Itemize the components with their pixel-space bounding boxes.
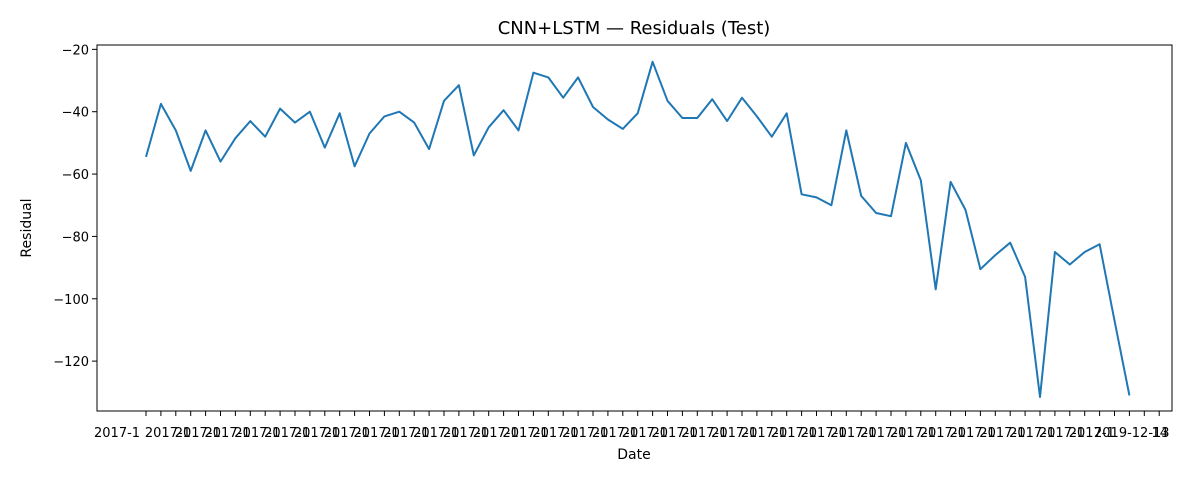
x-tick-label: 2017-1: [473, 426, 519, 441]
x-tick-label: 2017-1: [324, 426, 370, 441]
y-tick-label: −100: [53, 293, 89, 308]
x-tick-label: 2017-1: [264, 426, 310, 441]
x-tick-label: 2017-1: [175, 426, 221, 441]
x-tick-label: 2017-1: [294, 426, 340, 441]
chart-title: CNN+LSTM — Residuals (Test): [498, 18, 771, 39]
x-tick-label: 2017-1: [1069, 426, 1115, 441]
y-tick-label: −20: [62, 43, 89, 58]
x-tick-label: 2017-1: [979, 426, 1025, 441]
y-axis-label: Residual: [19, 198, 35, 257]
y-tick-label: −60: [62, 168, 89, 183]
y-axis: −20 −40 −60 −80 −100 −120: [53, 43, 97, 370]
x-tick-label: 2017-1: [681, 426, 727, 441]
x-tick-label: 14: [1151, 426, 1168, 441]
x-tick-label: 2017-1: [1039, 426, 1085, 441]
plot-area: [96, 44, 1173, 412]
x-tick-label: 2017-1: [950, 426, 996, 441]
residual-series-line: [145, 60, 1131, 398]
x-tick-label: 2017-1: [771, 426, 817, 441]
x-tick-label: 2017-1: [503, 426, 549, 441]
x-tick-label: 2017-1: [413, 426, 459, 441]
x-tick-label: 2017-1: [1009, 426, 1055, 441]
x-tick-label: 2017-1: [443, 426, 489, 441]
x-axis-label: Date: [617, 447, 650, 463]
x-tick-label: 2017-1: [622, 426, 668, 441]
x-tick-label: 2017-1: [205, 426, 251, 441]
x-tick-label: 2017-1: [383, 426, 429, 441]
x-tick-label: 2017-1: [711, 426, 757, 441]
x-tick-label: 2017-1: [234, 426, 280, 441]
x-tick-label: 2019-12-13: [1094, 426, 1170, 441]
x-tick-label: 2017-1: [145, 426, 191, 441]
y-tick-label: −120: [53, 355, 89, 370]
x-tick-label: 2017-1: [354, 426, 400, 441]
x-tick-label: 2017-1: [860, 426, 906, 441]
x-tick-label: 2017-1: [562, 426, 608, 441]
x-axis: 2017-1 2019-12-13142017-12017-12017-12017…: [94, 411, 1170, 441]
y-tick-label: −80: [62, 230, 89, 245]
series-layer: [145, 60, 1131, 398]
y-tick-label: −40: [62, 106, 89, 121]
x-tick-label: 2017-1: [592, 426, 638, 441]
plot-frame: [96, 44, 1173, 412]
x-tick-label: 2017-1: [830, 426, 876, 441]
x-tick-label: 2017-1: [652, 426, 698, 441]
x-tick-label: 2017-1: [741, 426, 787, 441]
x-tick-label: 2017-1: [94, 426, 140, 441]
x-tick-label: 2017-1: [890, 426, 936, 441]
x-tick-label: 2017-1: [920, 426, 966, 441]
x-tick-label: 2017-1: [532, 426, 578, 441]
x-tick-label: 2017-1: [801, 426, 847, 441]
